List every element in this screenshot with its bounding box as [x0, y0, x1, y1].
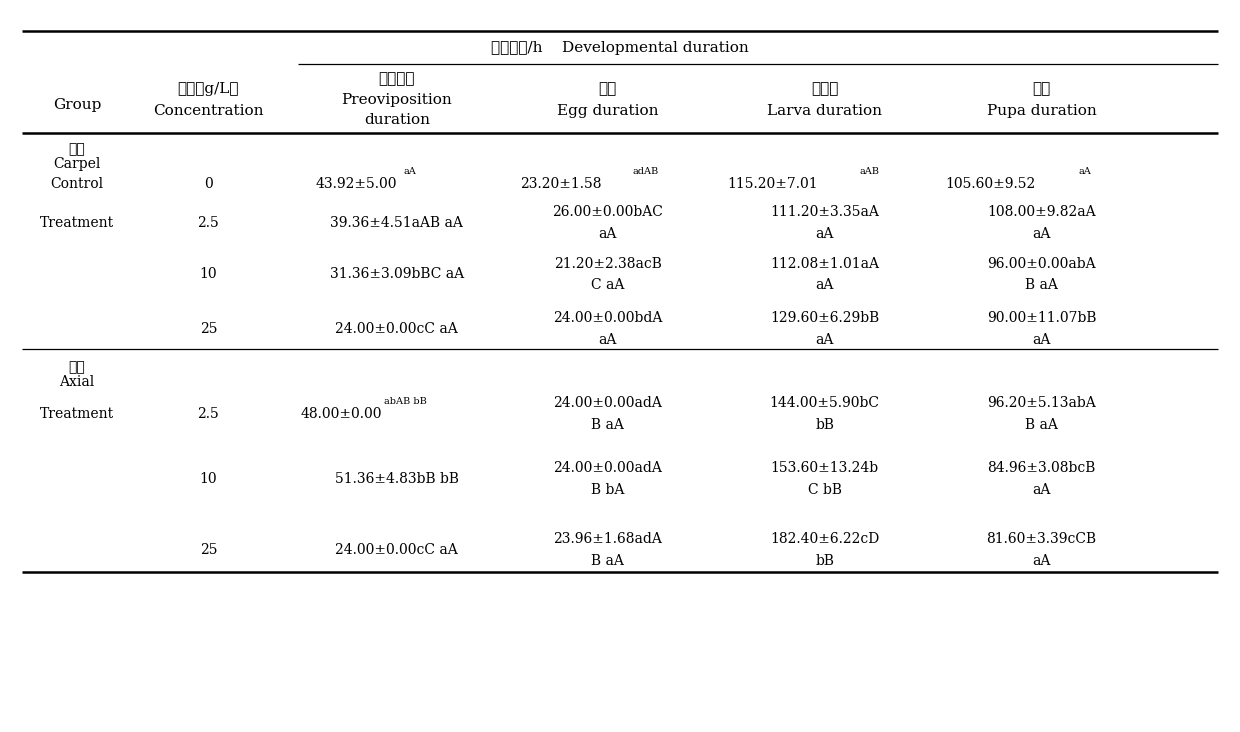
Text: Carpel: Carpel	[53, 157, 100, 171]
Text: aA: aA	[599, 333, 616, 348]
Text: aAB: aAB	[859, 168, 879, 176]
Text: 111.20±3.35aA: 111.20±3.35aA	[770, 205, 879, 220]
Text: Larva duration: Larva duration	[768, 104, 882, 119]
Text: Group: Group	[52, 98, 102, 113]
Text: B aA: B aA	[1025, 278, 1058, 293]
Text: 中轴: 中轴	[68, 359, 86, 374]
Text: 23.96±1.68adA: 23.96±1.68adA	[553, 532, 662, 547]
Text: adAB: adAB	[632, 168, 658, 176]
Text: Preoviposition: Preoviposition	[341, 92, 453, 107]
Text: 浓度（g/L）: 浓度（g/L）	[177, 82, 239, 97]
Text: 31.36±3.09bBC aA: 31.36±3.09bBC aA	[330, 267, 464, 282]
Text: 26.00±0.00bAC: 26.00±0.00bAC	[552, 205, 663, 220]
Text: 发育历期/h    Developmental duration: 发育历期/h Developmental duration	[491, 41, 749, 56]
Text: aA: aA	[1033, 554, 1050, 569]
Text: 112.08±1.01aA: 112.08±1.01aA	[770, 256, 879, 271]
Text: 10: 10	[200, 267, 217, 282]
Text: B aA: B aA	[1025, 417, 1058, 432]
Text: aA: aA	[1033, 227, 1050, 242]
Text: aA: aA	[816, 333, 833, 348]
Text: 115.20±7.01: 115.20±7.01	[728, 177, 818, 192]
Text: aA: aA	[1033, 483, 1050, 498]
Text: 81.60±3.39cCB: 81.60±3.39cCB	[987, 532, 1096, 547]
Text: 25: 25	[200, 543, 217, 558]
Text: B bA: B bA	[591, 483, 624, 498]
Text: 129.60±6.29bB: 129.60±6.29bB	[770, 311, 879, 326]
Text: C bB: C bB	[807, 483, 842, 498]
Text: B aA: B aA	[591, 417, 624, 432]
Text: 0: 0	[203, 177, 213, 192]
Text: 2.5: 2.5	[197, 216, 219, 231]
Text: 24.00±0.00cC aA: 24.00±0.00cC aA	[336, 322, 458, 337]
Text: 144.00±5.90bC: 144.00±5.90bC	[770, 395, 879, 410]
Text: Pupa duration: Pupa duration	[987, 104, 1096, 119]
Text: Axial: Axial	[60, 375, 94, 389]
Text: Treatment: Treatment	[40, 406, 114, 421]
Text: 产卵前期: 产卵前期	[378, 72, 415, 86]
Text: 24.00±0.00adA: 24.00±0.00adA	[553, 461, 662, 476]
Text: Control: Control	[51, 177, 103, 192]
Text: 48.00±0.00: 48.00±0.00	[300, 406, 382, 421]
Text: 果瓣: 果瓣	[68, 142, 86, 157]
Text: aA: aA	[816, 227, 833, 242]
Text: 幼虫期: 幼虫期	[811, 82, 838, 97]
Text: aA: aA	[1033, 333, 1050, 348]
Text: 24.00±0.00adA: 24.00±0.00adA	[553, 395, 662, 410]
Text: C aA: C aA	[591, 278, 624, 293]
Text: 蛹期: 蛹期	[1033, 82, 1050, 97]
Text: 39.36±4.51aAB aA: 39.36±4.51aAB aA	[330, 216, 464, 231]
Text: 153.60±13.24b: 153.60±13.24b	[770, 461, 879, 476]
Text: bB: bB	[815, 417, 835, 432]
Text: 84.96±3.08bcB: 84.96±3.08bcB	[987, 461, 1096, 476]
Text: bB: bB	[815, 554, 835, 569]
Text: 51.36±4.83bB bB: 51.36±4.83bB bB	[335, 472, 459, 487]
Text: 24.00±0.00cC aA: 24.00±0.00cC aA	[336, 543, 458, 558]
Text: 96.00±0.00abA: 96.00±0.00abA	[987, 256, 1096, 271]
Text: abAB bB: abAB bB	[384, 397, 428, 406]
Text: 105.60±9.52: 105.60±9.52	[945, 177, 1035, 192]
Text: 182.40±6.22cD: 182.40±6.22cD	[770, 532, 879, 547]
Text: Egg duration: Egg duration	[557, 104, 658, 119]
Text: aA: aA	[1079, 168, 1091, 176]
Text: aA: aA	[599, 227, 616, 242]
Text: 10: 10	[200, 472, 217, 487]
Text: aA: aA	[403, 168, 415, 176]
Text: aA: aA	[816, 278, 833, 293]
Text: B aA: B aA	[591, 554, 624, 569]
Text: 24.00±0.00bdA: 24.00±0.00bdA	[553, 311, 662, 326]
Text: 25: 25	[200, 322, 217, 337]
Text: 108.00±9.82aA: 108.00±9.82aA	[987, 205, 1096, 220]
Text: 90.00±11.07bB: 90.00±11.07bB	[987, 311, 1096, 326]
Text: 卵期: 卵期	[599, 82, 616, 97]
Text: duration: duration	[363, 113, 430, 127]
Text: Treatment: Treatment	[40, 216, 114, 231]
Text: 21.20±2.38acB: 21.20±2.38acB	[554, 256, 661, 271]
Text: 43.92±5.00: 43.92±5.00	[315, 177, 397, 192]
Text: 23.20±1.58: 23.20±1.58	[520, 177, 601, 192]
Text: 96.20±5.13abA: 96.20±5.13abA	[987, 395, 1096, 410]
Text: Concentration: Concentration	[153, 104, 264, 119]
Text: 2.5: 2.5	[197, 406, 219, 421]
